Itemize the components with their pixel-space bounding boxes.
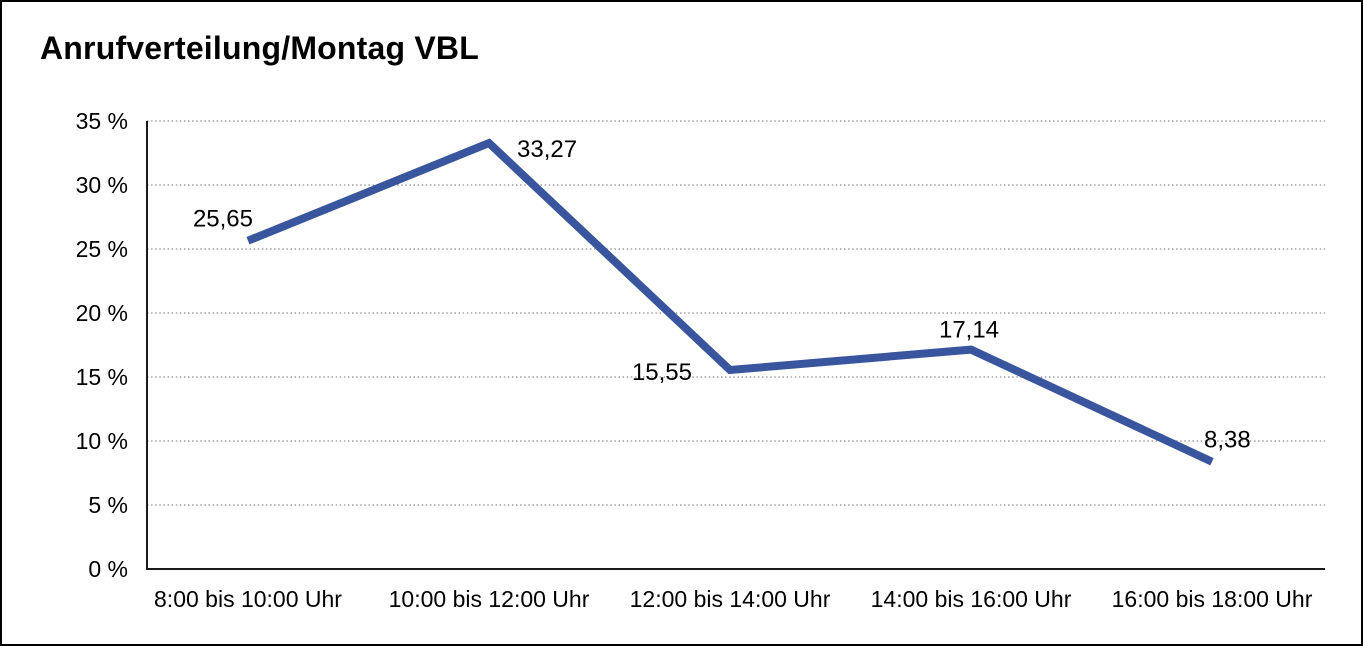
x-axis-tick-label: 14:00 bis 16:00 Uhr <box>871 586 1072 612</box>
data-point-label: 15,55 <box>632 359 692 386</box>
data-point-label: 33,27 <box>517 136 577 163</box>
x-axis-tick-label: 16:00 bis 18:00 Uhr <box>1112 586 1313 612</box>
y-axis-tick-label: 0 % <box>88 556 128 582</box>
chart-title: Anrufverteilung/Montag VBL <box>40 30 479 66</box>
y-axis-tick-label: 25 % <box>76 236 128 262</box>
axis-lines <box>146 121 1325 570</box>
data-series-line <box>246 138 1214 466</box>
y-axis-tick-label: 5 % <box>88 492 128 518</box>
y-axis-tick-label: 10 % <box>76 428 128 454</box>
data-point-label: 17,14 <box>939 317 999 344</box>
y-axis-tick-label: 35 % <box>76 108 128 134</box>
y-axis-tick-label: 15 % <box>76 364 128 390</box>
data-point-label: 25,65 <box>193 206 253 233</box>
x-axis-tick-label: 12:00 bis 14:00 Uhr <box>630 586 831 612</box>
x-axis-tick-label: 8:00 bis 10:00 Uhr <box>154 586 342 612</box>
data-point-label: 8,38 <box>1204 427 1251 454</box>
x-axis-tick-label: 10:00 bis 12:00 Uhr <box>389 586 590 612</box>
y-axis-tick-label: 20 % <box>76 300 128 326</box>
y-axis-tick-label: 30 % <box>76 172 128 198</box>
